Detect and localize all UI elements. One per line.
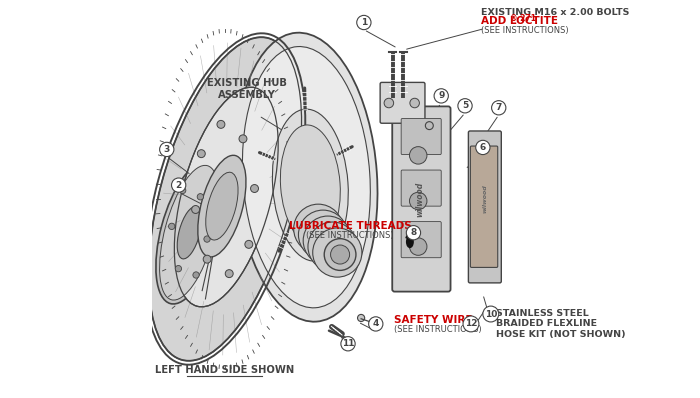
FancyBboxPatch shape: [468, 131, 501, 283]
Text: SAFETY WIRE: SAFETY WIRE: [394, 315, 473, 325]
FancyBboxPatch shape: [380, 82, 425, 123]
Text: 9: 9: [438, 92, 444, 100]
Ellipse shape: [272, 109, 349, 261]
FancyBboxPatch shape: [401, 222, 441, 258]
Ellipse shape: [206, 172, 238, 240]
Text: 10: 10: [484, 310, 497, 318]
Ellipse shape: [169, 223, 175, 230]
Circle shape: [483, 306, 498, 322]
Text: 11: 11: [342, 339, 354, 348]
Ellipse shape: [239, 135, 247, 143]
Ellipse shape: [251, 185, 258, 193]
Text: 8: 8: [410, 228, 416, 237]
Ellipse shape: [410, 146, 427, 164]
Ellipse shape: [281, 125, 340, 245]
Text: 3: 3: [164, 145, 170, 154]
Circle shape: [357, 16, 371, 29]
Text: EXISTING HUB
ASSEMBLY: EXISTING HUB ASSEMBLY: [207, 78, 287, 100]
Ellipse shape: [177, 207, 202, 259]
Ellipse shape: [175, 265, 181, 272]
Text: wilwood: wilwood: [415, 181, 424, 217]
Text: LEFT HAND SIDE SHOWN: LEFT HAND SIDE SHOWN: [155, 365, 294, 375]
Text: (SEE INSTRUCTIONS): (SEE INSTRUCTIONS): [394, 325, 482, 334]
Ellipse shape: [358, 314, 365, 322]
Ellipse shape: [197, 150, 205, 158]
Text: wilwood: wilwood: [482, 185, 487, 213]
FancyBboxPatch shape: [401, 170, 441, 206]
Ellipse shape: [225, 270, 233, 277]
Text: (SEE INSTRUCTIONS): (SEE INSTRUCTIONS): [481, 25, 568, 35]
Text: 12: 12: [465, 320, 477, 328]
Ellipse shape: [303, 216, 352, 265]
Ellipse shape: [235, 33, 377, 322]
Ellipse shape: [148, 37, 302, 361]
FancyBboxPatch shape: [470, 146, 498, 267]
Text: ADD LOCTITE: ADD LOCTITE: [481, 16, 558, 26]
Text: 6: 6: [480, 143, 486, 152]
Ellipse shape: [308, 222, 357, 271]
FancyBboxPatch shape: [401, 119, 441, 154]
Ellipse shape: [384, 98, 393, 108]
Ellipse shape: [197, 193, 204, 200]
Circle shape: [406, 226, 421, 240]
Ellipse shape: [410, 192, 427, 210]
Ellipse shape: [156, 162, 223, 304]
Circle shape: [463, 316, 479, 332]
Ellipse shape: [192, 205, 199, 213]
Ellipse shape: [426, 122, 433, 130]
Circle shape: [369, 317, 383, 331]
Text: STAINLESS STEEL
BRAIDED FLEXLINE
HOSE KIT (NOT SHOWN): STAINLESS STEEL BRAIDED FLEXLINE HOSE KI…: [496, 309, 626, 339]
Ellipse shape: [245, 240, 253, 248]
Text: LUBRICATE THREADS: LUBRICATE THREADS: [288, 221, 412, 231]
Text: 4: 4: [372, 320, 379, 328]
Circle shape: [458, 99, 472, 113]
FancyBboxPatch shape: [392, 106, 451, 292]
Ellipse shape: [294, 204, 343, 254]
Circle shape: [341, 337, 355, 351]
Ellipse shape: [217, 121, 225, 128]
Circle shape: [434, 89, 449, 103]
Ellipse shape: [313, 228, 362, 277]
Ellipse shape: [204, 236, 210, 242]
Text: 7: 7: [496, 103, 502, 112]
Ellipse shape: [179, 187, 186, 193]
Circle shape: [160, 142, 174, 156]
Text: EXISTING M16 x 2.00 BOLTS: EXISTING M16 x 2.00 BOLTS: [481, 8, 629, 17]
Ellipse shape: [410, 238, 427, 256]
Ellipse shape: [174, 87, 278, 307]
Text: ® 271: ® 271: [510, 14, 536, 23]
Ellipse shape: [198, 155, 246, 257]
Text: (SEE INSTRUCTIONS): (SEE INSTRUCTIONS): [306, 231, 394, 240]
Ellipse shape: [160, 165, 219, 300]
Ellipse shape: [330, 245, 349, 264]
Ellipse shape: [406, 236, 414, 248]
Circle shape: [491, 101, 506, 115]
Ellipse shape: [242, 47, 370, 308]
Ellipse shape: [410, 98, 419, 108]
Text: 5: 5: [462, 101, 468, 110]
Polygon shape: [406, 230, 414, 238]
Circle shape: [172, 178, 186, 192]
Ellipse shape: [324, 239, 356, 270]
Text: 2: 2: [176, 181, 182, 189]
Ellipse shape: [193, 272, 199, 278]
Text: 1: 1: [360, 18, 367, 27]
Ellipse shape: [298, 210, 348, 259]
Ellipse shape: [203, 255, 211, 263]
Circle shape: [476, 140, 490, 154]
